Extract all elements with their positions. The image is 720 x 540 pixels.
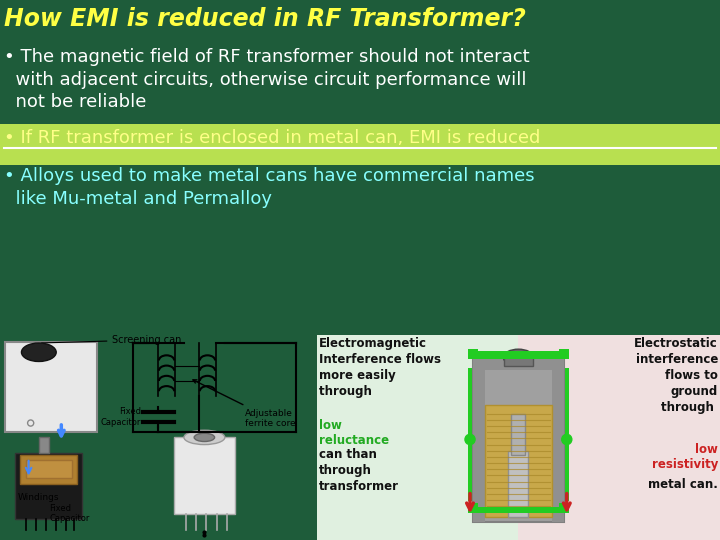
Text: How EMI is reduced in RF Transformer?: How EMI is reduced in RF Transformer? [4,7,526,31]
FancyArrow shape [468,368,472,501]
Bar [468,507,569,514]
Text: Fixed
Capacitor: Fixed Capacitor [49,504,89,523]
Bar [508,451,528,517]
Text: Electrostatic
interference
flows to
ground
through: Electrostatic interference flows to grou… [634,337,718,414]
Circle shape [562,434,572,444]
Bar [518,335,720,540]
Circle shape [465,434,475,444]
Text: Fixed
Capacitor: Fixed Capacitor [101,407,141,427]
Text: low
resistivity: low resistivity [652,443,718,470]
Bar [15,453,82,519]
Text: low
reluctance: low reluctance [319,419,389,447]
Text: • Alloys used to make metal cans have commercial names
  like Mu-metal and Perma: • Alloys used to make metal cans have co… [4,167,535,207]
Bar [174,437,235,514]
Text: Adjustable
ferrite core: Adjustable ferrite core [193,380,296,428]
Text: Electromagnetic
Interference flows
more easily
through: Electromagnetic Interference flows more … [319,337,441,398]
Text: Windings: Windings [18,493,60,502]
Text: metal can.: metal can. [648,478,718,491]
Bar [0,124,720,165]
Ellipse shape [503,349,534,366]
Bar [559,503,569,514]
FancyBboxPatch shape [5,342,97,432]
Text: • If RF transformer is enclosed in metal can, EMI is reduced: • If RF transformer is enclosed in metal… [4,129,541,147]
Bar [39,437,49,453]
Ellipse shape [194,433,215,442]
Bar [504,357,533,366]
Bar [559,349,569,360]
FancyArrow shape [564,368,569,501]
Bar [468,351,569,360]
Bar [552,357,564,522]
Bar [473,357,485,522]
Bar [473,357,564,522]
Bar [20,455,76,484]
Text: can than
through
transformer: can than through transformer [319,448,399,492]
Bar [468,503,478,514]
Bar [317,335,518,540]
Ellipse shape [184,430,225,444]
Bar [511,414,526,455]
Text: • The magnetic field of RF transformer should not interact
  with adjacent circu: • The magnetic field of RF transformer s… [4,48,530,111]
Ellipse shape [22,343,56,361]
Bar [468,349,478,360]
Bar [473,357,564,370]
Text: Screening can: Screening can [42,335,181,345]
Bar [25,460,71,478]
Bar [485,404,552,517]
